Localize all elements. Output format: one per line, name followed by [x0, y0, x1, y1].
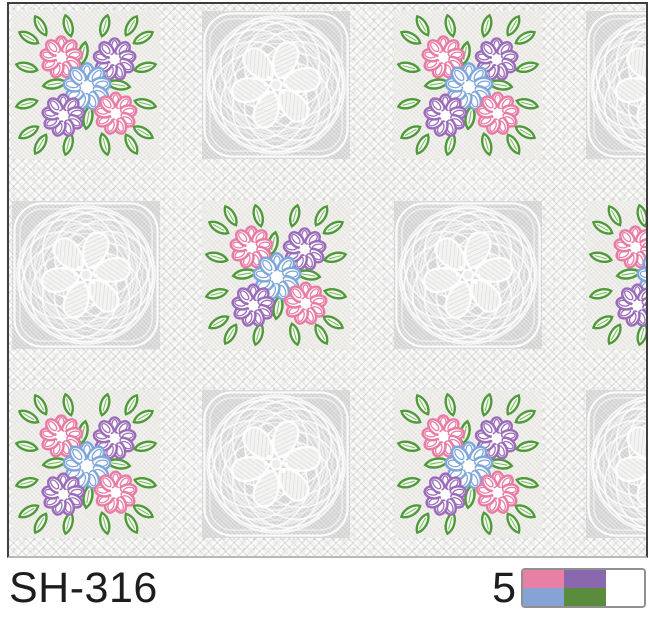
pattern-tile-lace: [394, 201, 542, 349]
palette-swatch-pink: [523, 570, 564, 588]
pattern-tile-floral: [202, 201, 350, 349]
palette-swatch-purple: [564, 570, 606, 588]
product-code: SH-316: [9, 564, 158, 612]
pattern-tile-lace: [202, 390, 350, 538]
pattern-tile-lace: [586, 390, 646, 538]
pattern-tile-floral: [394, 390, 542, 538]
palette-swatch-white: [606, 570, 644, 606]
pattern-tile-floral: [586, 201, 646, 349]
pattern-tile-floral: [394, 11, 542, 159]
pattern-tile-lace: [202, 11, 350, 159]
pattern-tile-floral: [12, 11, 160, 159]
pattern-tile-floral: [12, 390, 160, 538]
pattern-tile-lace: [586, 11, 646, 159]
palette-swatch-blue: [523, 588, 564, 606]
palette-swatch-green: [564, 588, 606, 606]
variant-number: 5: [492, 564, 516, 612]
color-palette: [521, 568, 646, 608]
pattern-tile-lace: [12, 201, 160, 349]
tablecloth-pattern-swatch: [7, 2, 648, 558]
footer-bar: SH-316 5: [0, 558, 650, 617]
